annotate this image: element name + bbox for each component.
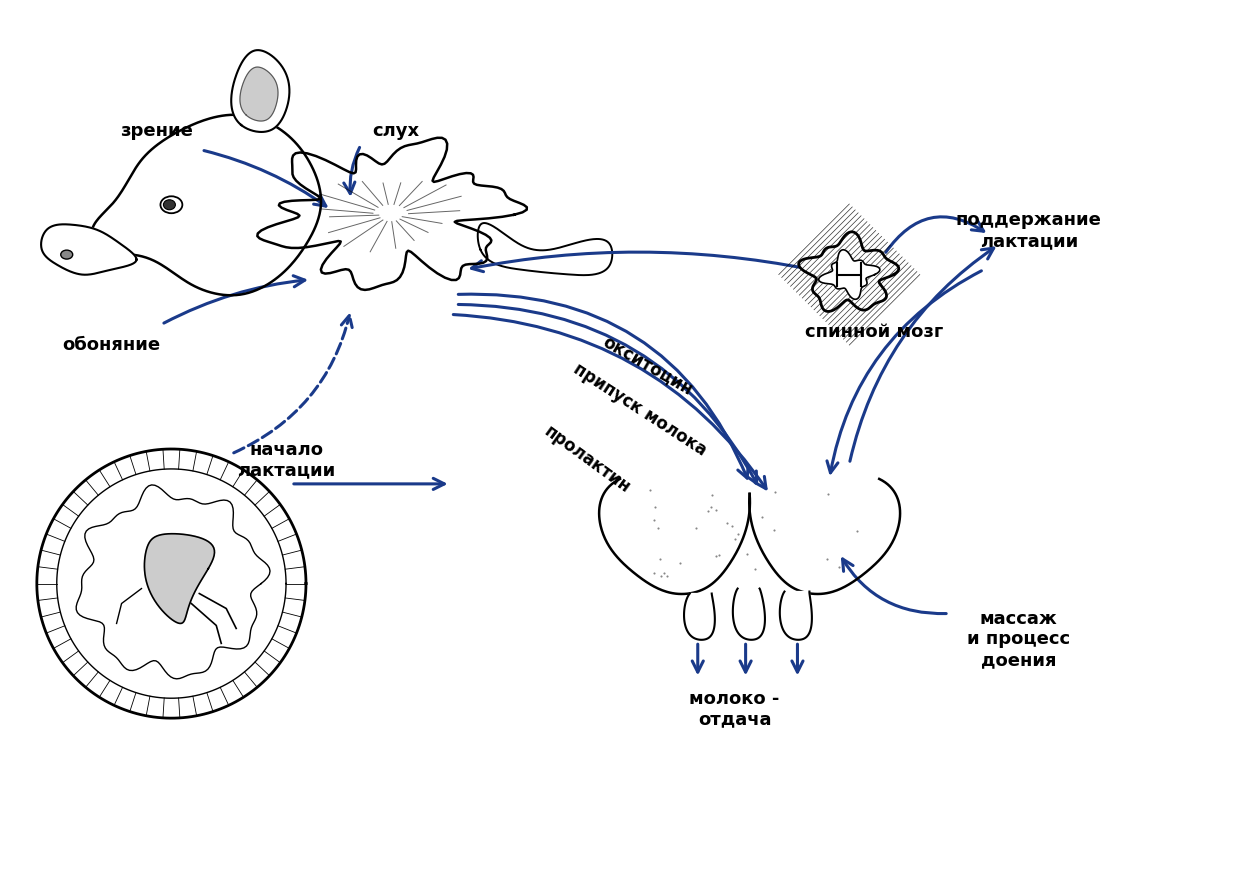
Polygon shape [57, 469, 286, 698]
Polygon shape [819, 250, 880, 300]
Polygon shape [779, 592, 812, 640]
Ellipse shape [61, 251, 72, 260]
Text: поддержание
лактации: поддержание лактации [956, 211, 1101, 249]
Polygon shape [684, 594, 715, 640]
Polygon shape [599, 479, 750, 595]
Polygon shape [144, 534, 215, 624]
Text: зрение: зрение [121, 122, 193, 139]
Text: слух: слух [372, 122, 419, 139]
Polygon shape [37, 450, 306, 719]
Text: припуск молока: припуск молока [571, 360, 710, 460]
Polygon shape [41, 225, 137, 275]
Polygon shape [76, 485, 270, 679]
Text: начало
лактации: начало лактации [237, 440, 336, 479]
Polygon shape [477, 224, 613, 276]
Polygon shape [733, 589, 764, 640]
Ellipse shape [160, 197, 183, 214]
Polygon shape [799, 232, 899, 312]
Text: пролактин: пролактин [541, 422, 634, 497]
Polygon shape [92, 115, 321, 296]
Polygon shape [231, 51, 290, 133]
Polygon shape [750, 479, 900, 595]
Polygon shape [240, 68, 278, 122]
Text: массаж
и процесс
доения: массаж и процесс доения [967, 609, 1070, 669]
Text: обоняние: обоняние [62, 336, 160, 354]
Ellipse shape [163, 200, 175, 210]
Text: спинной мозг: спинной мозг [805, 323, 943, 341]
Text: молоко -
отдача: молоко - отдача [690, 689, 779, 728]
Text: окситоцин: окситоцин [600, 332, 696, 398]
Polygon shape [257, 139, 527, 291]
